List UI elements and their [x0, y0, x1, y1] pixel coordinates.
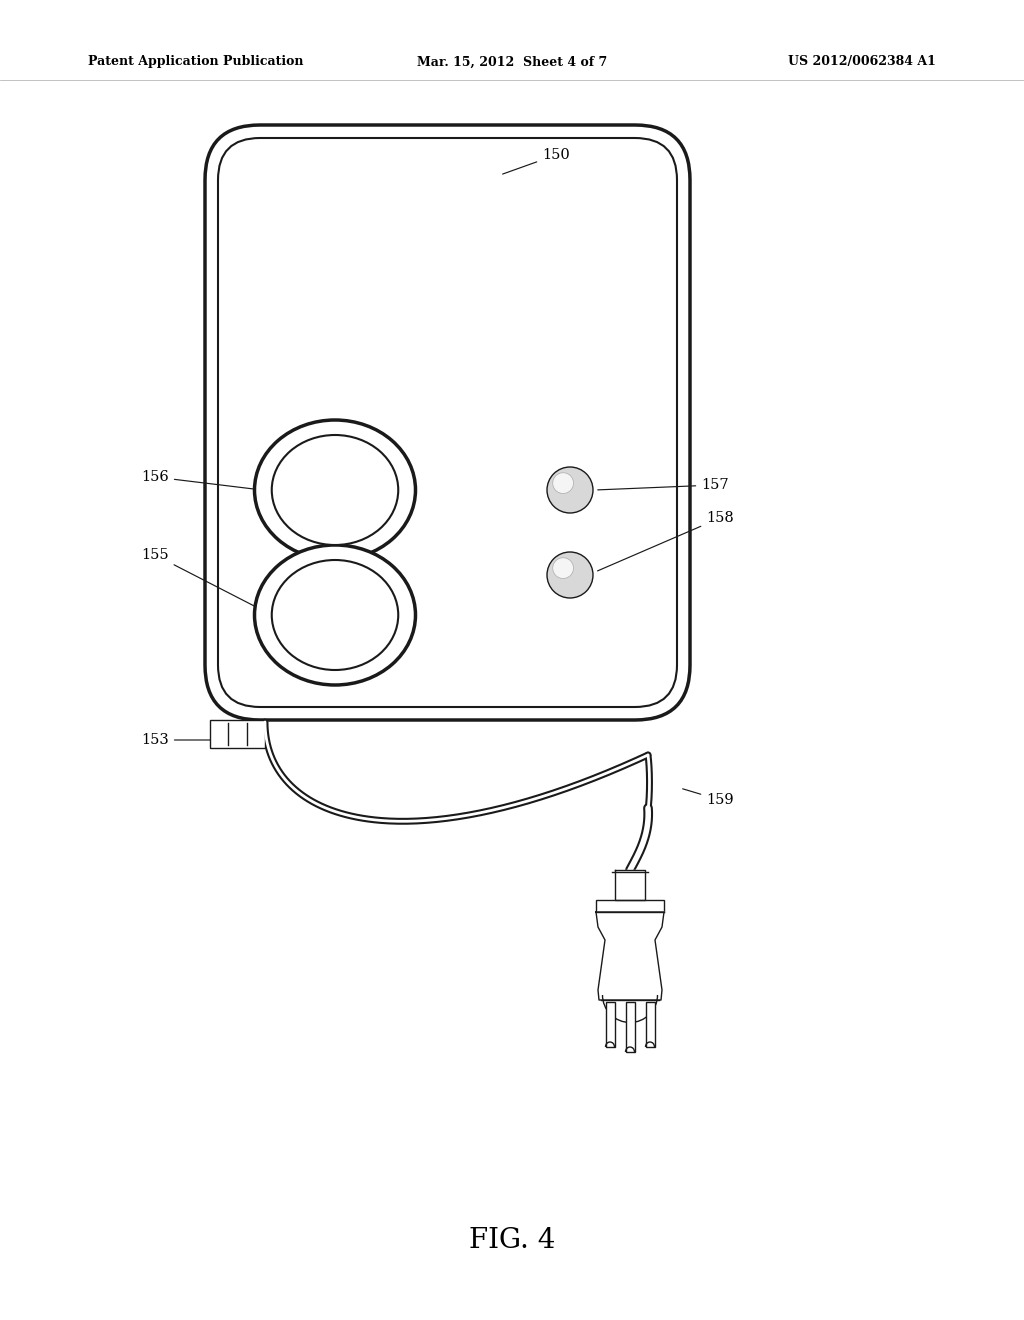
Text: 153: 153 [141, 733, 219, 747]
Text: 155: 155 [141, 548, 259, 609]
Text: 156: 156 [141, 470, 259, 490]
Bar [626, 1002, 635, 1052]
Text: 158: 158 [598, 511, 734, 570]
Text: Mar. 15, 2012  Sheet 4 of 7: Mar. 15, 2012 Sheet 4 of 7 [417, 55, 607, 69]
Text: FIG. 4: FIG. 4 [469, 1226, 555, 1254]
Circle shape [553, 473, 573, 494]
Circle shape [553, 558, 573, 578]
Polygon shape [596, 912, 664, 1001]
Ellipse shape [271, 436, 398, 545]
Bar [596, 900, 664, 912]
Ellipse shape [255, 545, 416, 685]
Bar [210, 719, 265, 748]
Polygon shape [615, 870, 645, 900]
Text: 157: 157 [598, 478, 729, 492]
Circle shape [547, 467, 593, 513]
Circle shape [547, 552, 593, 598]
Text: Patent Application Publication: Patent Application Publication [88, 55, 303, 69]
Text: 159: 159 [683, 789, 734, 807]
Text: US 2012/0062384 A1: US 2012/0062384 A1 [788, 55, 936, 69]
FancyBboxPatch shape [205, 125, 690, 719]
Text: 150: 150 [503, 148, 570, 174]
Bar [606, 1002, 615, 1047]
Ellipse shape [271, 560, 398, 671]
Ellipse shape [255, 420, 416, 560]
Bar [646, 1002, 655, 1047]
